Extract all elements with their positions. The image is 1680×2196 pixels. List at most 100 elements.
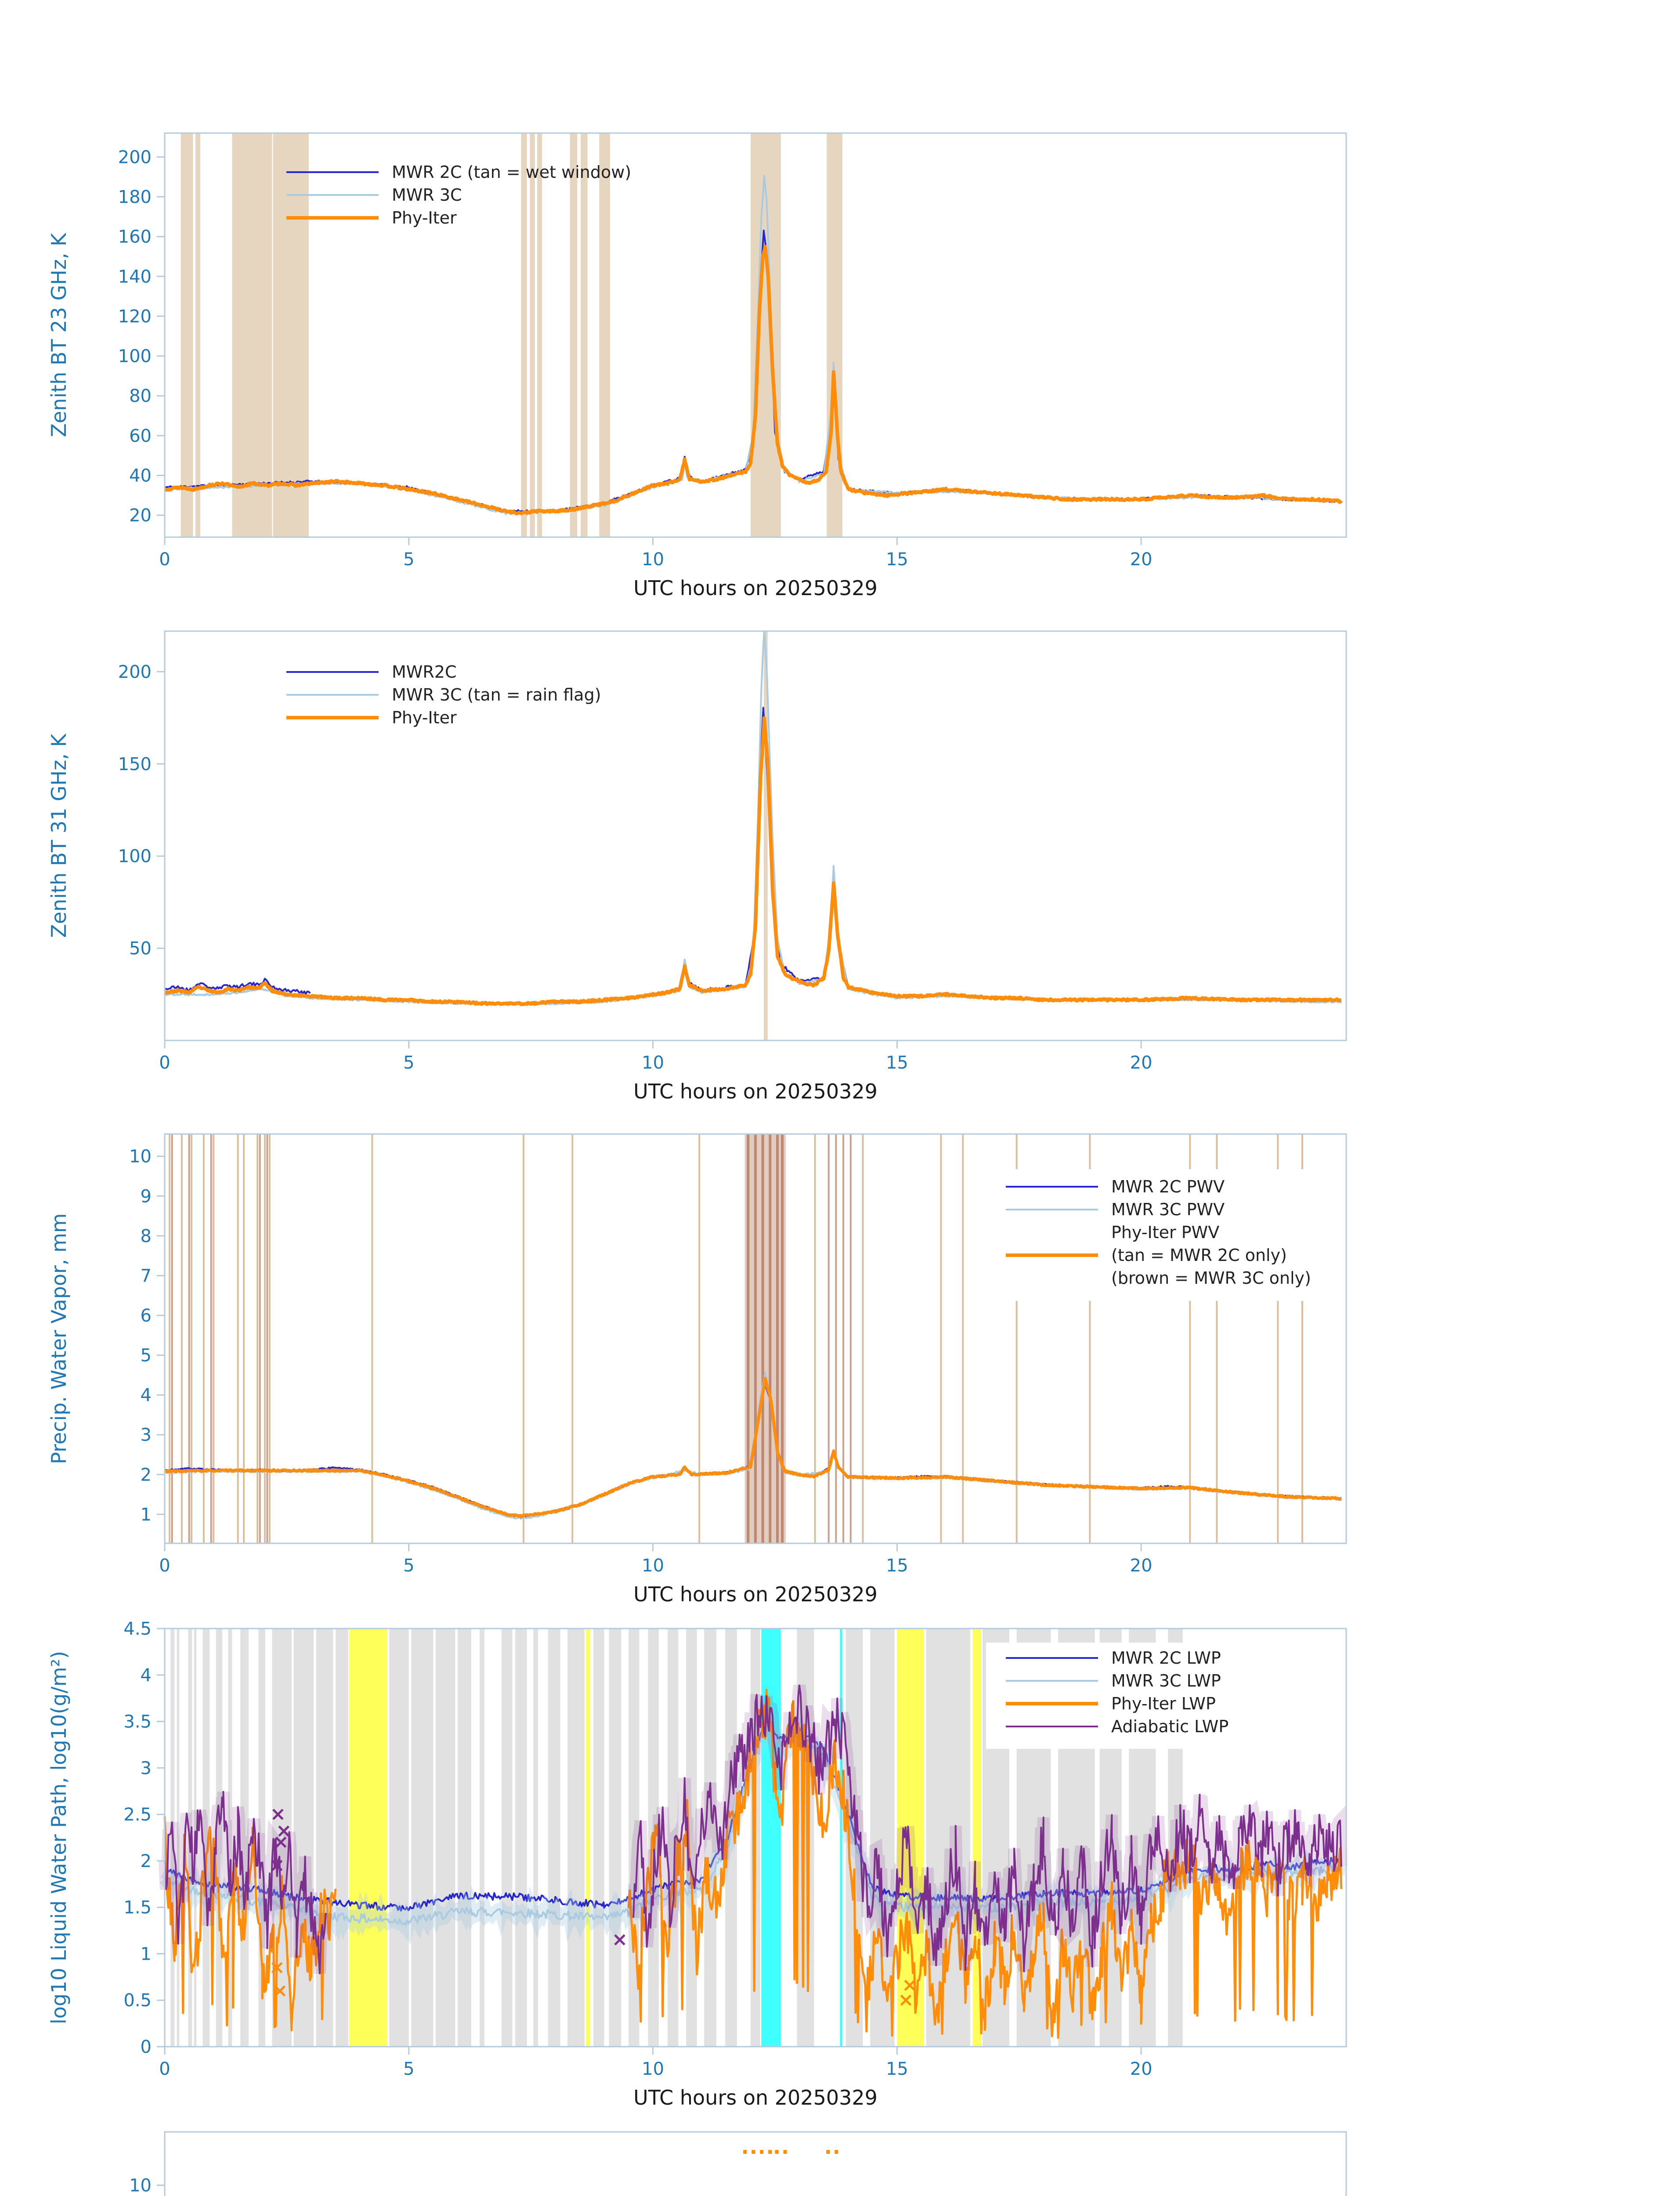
flag-band-gray — [502, 1629, 513, 2047]
flag-band-gray — [389, 1629, 409, 2047]
y-tick-label: 50 — [129, 939, 152, 959]
flag-line-tanline — [213, 1134, 215, 1543]
flag-line-brown — [776, 1134, 779, 1543]
flag-line-tanline — [202, 1134, 205, 1543]
chart-lwp: 0 5 10 15 20 0 0.5 1 1.5 2 2.5 3 3.5 4 4.5 UTC hours on… — [47, 1619, 1348, 2109]
y-tick-label: 10 — [129, 1147, 152, 1167]
flag-line-tanline — [169, 1134, 171, 1543]
flag-line-brown — [259, 1134, 261, 1543]
y-tick-label: 200 — [118, 147, 152, 167]
series-mwr-2c — [164, 707, 848, 995]
legend: MWR2C MWR 3C (tan = rain flag) Phy-Iter — [286, 662, 601, 727]
x-marker — [904, 1979, 916, 1991]
flag-line-brown — [842, 1134, 845, 1543]
x-marker — [614, 1934, 625, 1946]
flag-line-tanline — [1301, 1134, 1303, 1543]
legend-background — [986, 1643, 1320, 1749]
flag-band-tan — [521, 133, 527, 537]
x-marker — [275, 1836, 287, 1848]
x-tick-label: 20 — [1130, 1053, 1153, 1073]
flag-line-tanline — [1089, 1134, 1091, 1543]
y-tick-label: 140 — [118, 267, 152, 287]
x-tick-label: 5 — [403, 549, 414, 570]
plot-box — [164, 1628, 1347, 2048]
legend-label: Phy-Iter PWV — [1111, 1223, 1219, 1242]
plot-box — [164, 630, 1347, 1041]
flag-band-gray — [228, 1629, 232, 2047]
y-tick-label: 6 — [141, 1306, 152, 1326]
plot-box — [164, 132, 1347, 538]
x-marker — [278, 1825, 289, 1837]
flag-band-gray — [435, 1629, 455, 2047]
y-tick-label: 10 — [129, 2176, 152, 2196]
flag-band-yellow — [349, 1629, 387, 2047]
flag-band-gray — [411, 1629, 434, 2047]
y-tick-label: 180 — [118, 187, 152, 207]
flag-line-tanline — [371, 1134, 373, 1543]
x-tick-label: 5 — [403, 1053, 414, 1073]
legend-label: MWR 3C (tan = rain flag) — [392, 685, 601, 704]
flag-line-brown — [835, 1134, 837, 1543]
legend-label: MWR 3C LWP — [1111, 1671, 1221, 1690]
flag-line-brown — [827, 1134, 830, 1543]
flag-line-brown — [171, 1134, 173, 1543]
flag-band-tan — [570, 133, 578, 537]
legend-label: Phy-Iter — [392, 208, 457, 228]
y-tick-label: 80 — [129, 386, 152, 406]
chart-pwv: 0 5 10 15 20 1 2 3 4 5 6 7 8 9 10 UTC hours on 20250329… — [47, 1133, 1347, 1606]
legend-background — [986, 1169, 1337, 1301]
flag-line-tanline — [571, 1134, 574, 1543]
flag-band-tan — [827, 133, 842, 537]
y-tick-label: 150 — [118, 754, 152, 774]
y-tick-label: 1 — [141, 1944, 152, 1964]
flag-line-tanline — [962, 1134, 964, 1543]
x-tick-label: 15 — [886, 2059, 908, 2079]
x-marker — [274, 1985, 286, 1997]
legend-label: Adiabatic LWP — [1111, 1717, 1228, 1736]
legend-label: MWR 2C LWP — [1111, 1648, 1221, 1668]
x-tick-label: 15 — [886, 1556, 908, 1576]
y-tick-label: 160 — [118, 227, 152, 247]
flag-line-tanline — [243, 1134, 245, 1543]
flag-line-tanline — [191, 1134, 193, 1543]
flag-band-gray — [316, 1629, 333, 2047]
flag-band-gray — [926, 1629, 970, 2047]
y-tick-label: 200 — [118, 662, 152, 682]
y-tick-label: 0.5 — [123, 1990, 152, 2011]
x-marker — [272, 1809, 284, 1820]
x-tick-label: 15 — [886, 549, 908, 570]
flag-band-gray — [336, 1629, 348, 2047]
legend: MWR 2C (tan = wet window) MWR 3C Phy-Iter — [286, 163, 631, 228]
x-tick-label: 0 — [159, 549, 170, 570]
flag-line-tanline — [269, 1134, 271, 1543]
chart-dqflag: 051015200246810UTC hours on 20250329MWR … — [129, 2131, 1347, 2196]
flag-band-tan — [763, 631, 768, 1040]
y-tick-label: 3.5 — [123, 1712, 152, 1732]
flag-line-brown — [188, 1134, 190, 1543]
x-tick-label: 10 — [642, 1053, 664, 1073]
flag-band-tan — [530, 133, 535, 537]
flag-band-tan — [581, 133, 588, 537]
flag-band-tan — [750, 133, 781, 537]
flag-band-tan — [181, 133, 193, 537]
x-marker — [271, 1962, 283, 1973]
y-tick-label: 2.5 — [123, 1805, 152, 1825]
flag-line-tanline — [264, 1134, 266, 1543]
y-tick-label: 20 — [129, 506, 152, 526]
flag-line-tanline — [237, 1134, 239, 1543]
y-tick-label: 3 — [141, 1425, 152, 1445]
y-tick-label: 5 — [141, 1346, 152, 1366]
flag-band-gray — [177, 1629, 180, 2047]
y-tick-label: 0 — [141, 2037, 152, 2057]
flag-band-gray — [593, 1629, 604, 2047]
y-tick-label: 1 — [141, 1505, 152, 1525]
flag-line-tanline — [1216, 1134, 1218, 1543]
flag-band-tan — [232, 133, 272, 537]
flag-line-brown — [747, 1134, 750, 1543]
legend-label: MWR2C — [392, 662, 456, 682]
x-tick-label: 20 — [1130, 549, 1153, 570]
flag-band-gray — [457, 1629, 471, 2047]
flag-band-cyan — [761, 1629, 781, 2047]
x-tick-label: 0 — [159, 1556, 170, 1576]
